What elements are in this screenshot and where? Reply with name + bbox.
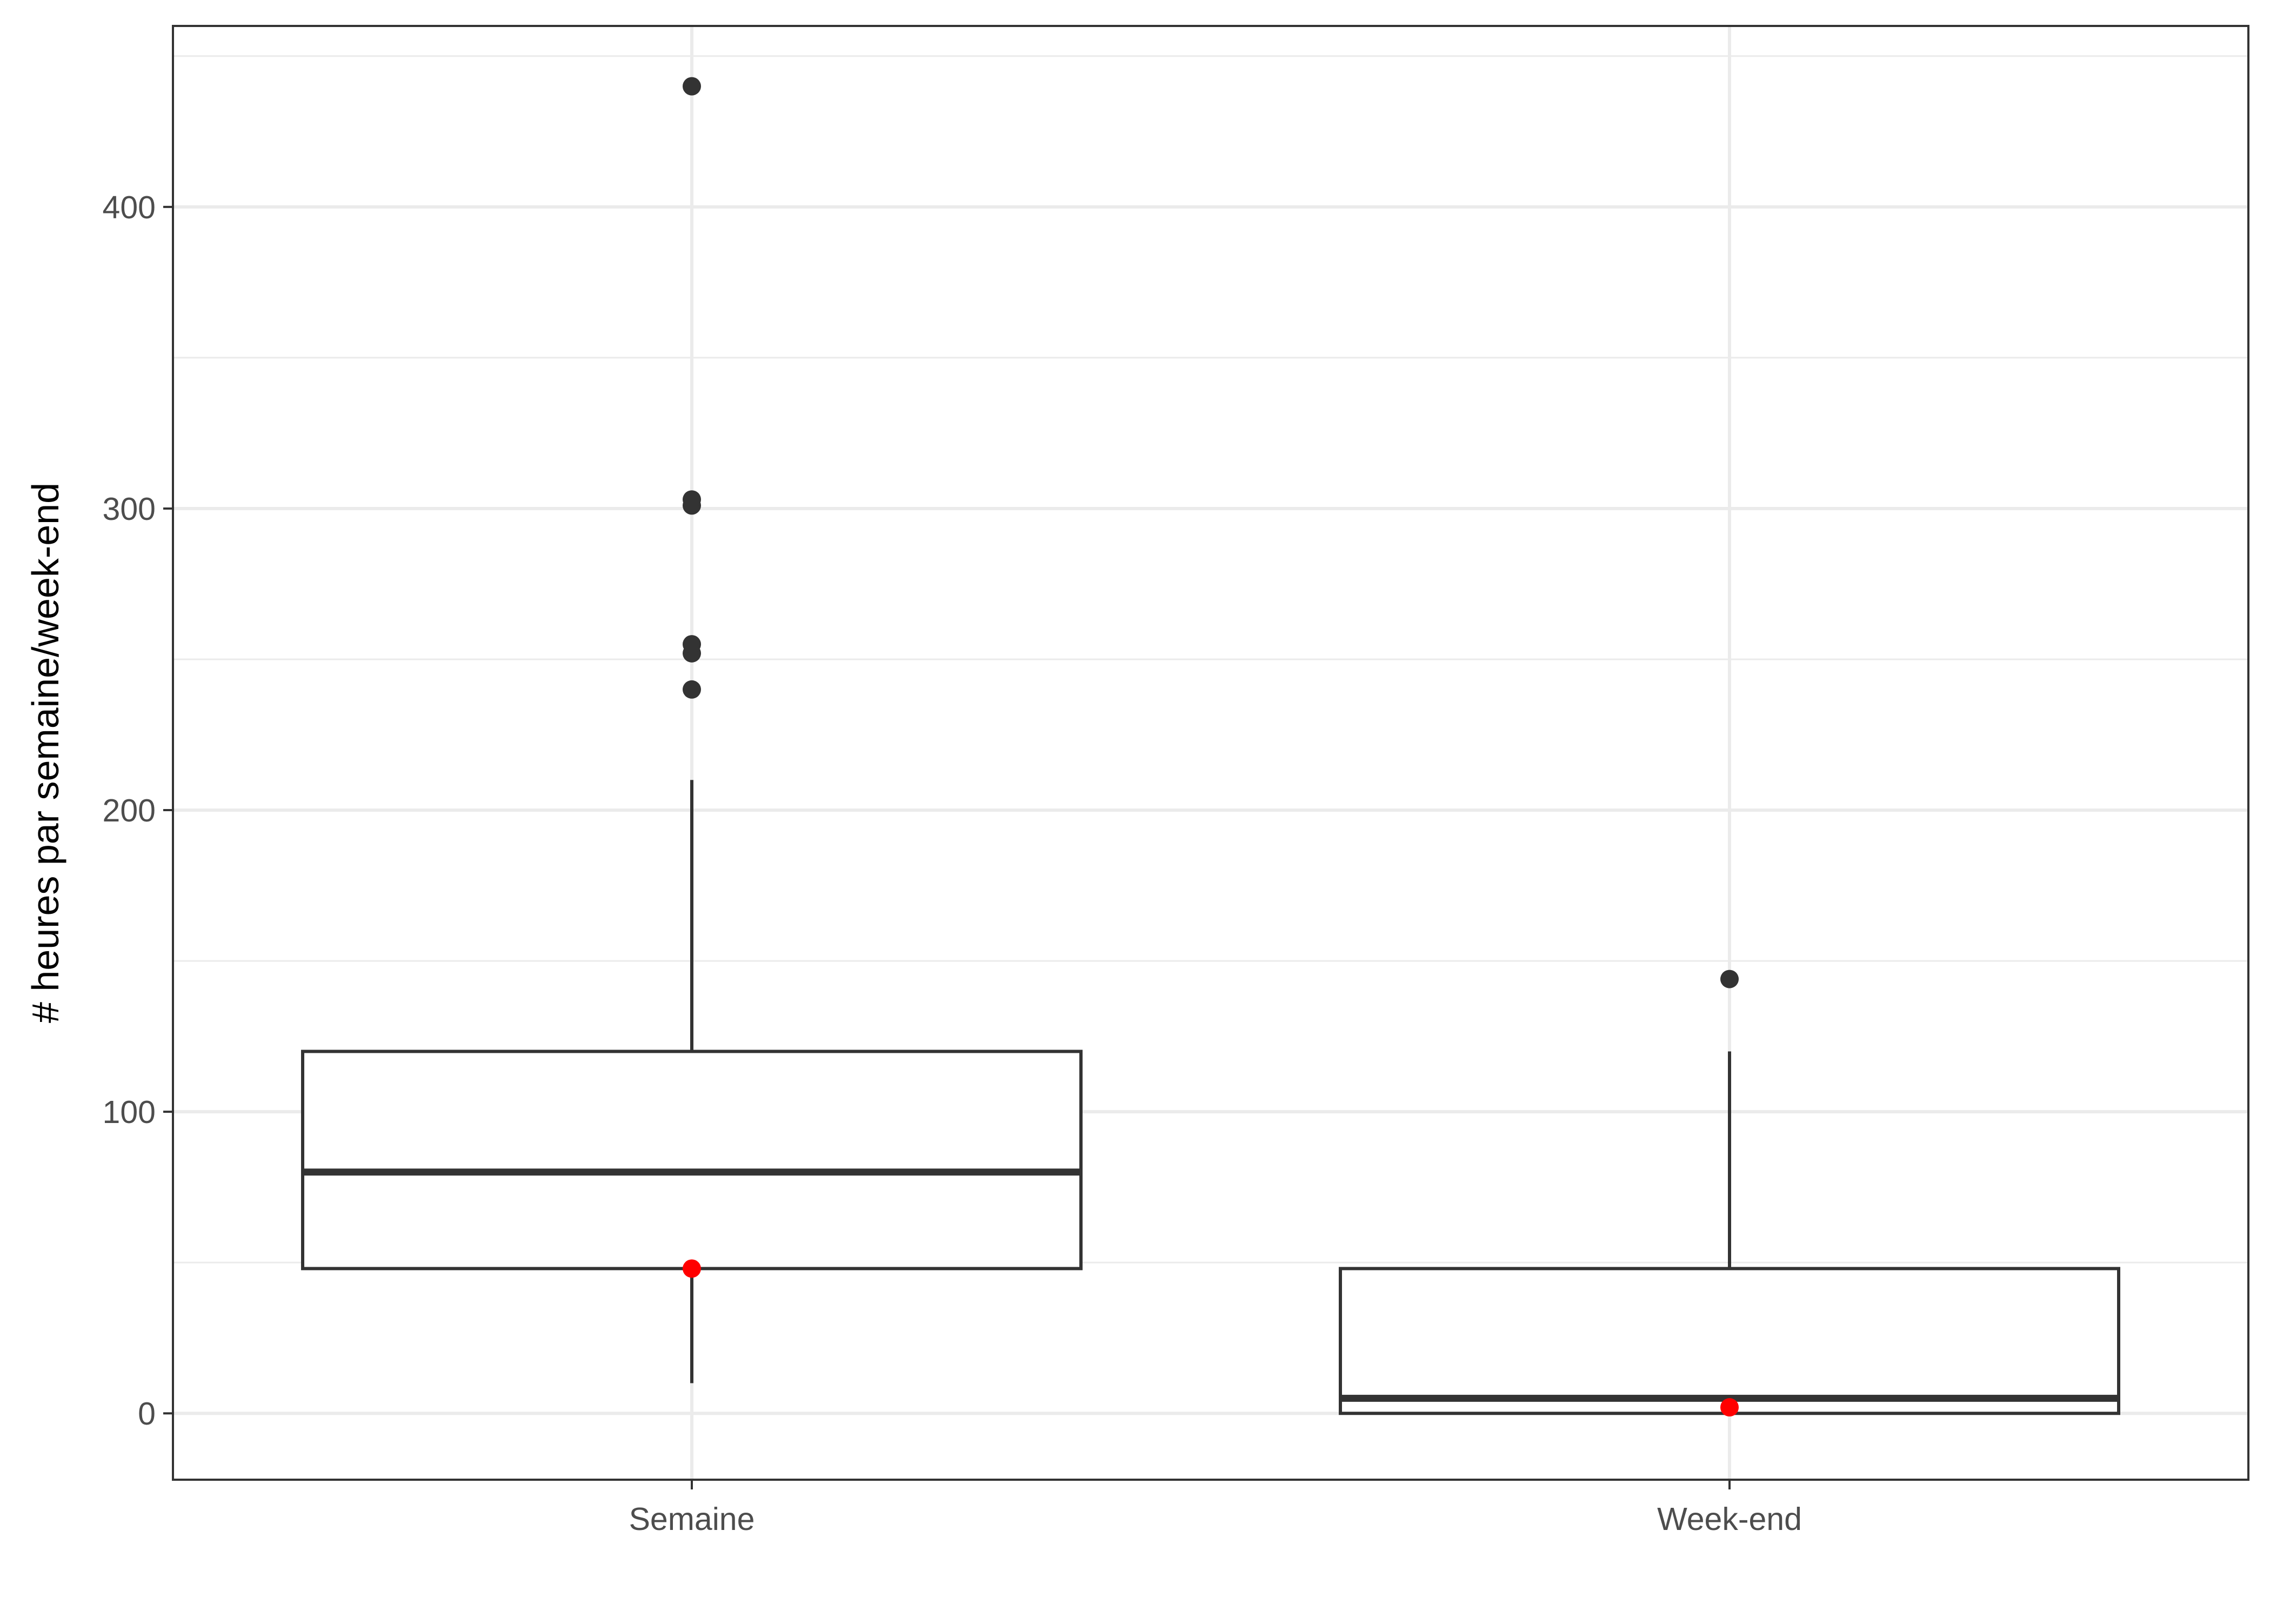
- box-iqr: [301, 1050, 1083, 1271]
- box-semaine: [301, 780, 1083, 1384]
- outlier-point: [683, 77, 701, 96]
- y-tick-label: 100: [103, 1094, 156, 1130]
- y-tick-label: 400: [103, 190, 156, 225]
- x-tick-label: Week-end: [1657, 1501, 1802, 1537]
- outlier-point: [1720, 970, 1739, 988]
- box-layer: [301, 780, 2120, 1415]
- outlier-point: [683, 635, 701, 654]
- y-axis-title: # heures par semaine/week-end: [24, 483, 66, 1023]
- box-week-end: [1339, 1051, 2120, 1415]
- highlight-point: [1720, 1398, 1739, 1417]
- axis-layer: 0 100 200 300 400 Semaine Week-end: [103, 190, 1802, 1537]
- outlier-point: [683, 680, 701, 699]
- highlight-point: [683, 1259, 701, 1278]
- y-tick-label: 200: [103, 793, 156, 828]
- panel-border: [172, 25, 2249, 1481]
- y-tick-label: 300: [103, 491, 156, 527]
- outlier-point: [683, 490, 701, 509]
- x-tick-label: Semaine: [629, 1501, 755, 1537]
- box-iqr: [1339, 1267, 2120, 1415]
- y-tick-label: 0: [138, 1396, 156, 1432]
- point-layer: [683, 77, 1739, 1417]
